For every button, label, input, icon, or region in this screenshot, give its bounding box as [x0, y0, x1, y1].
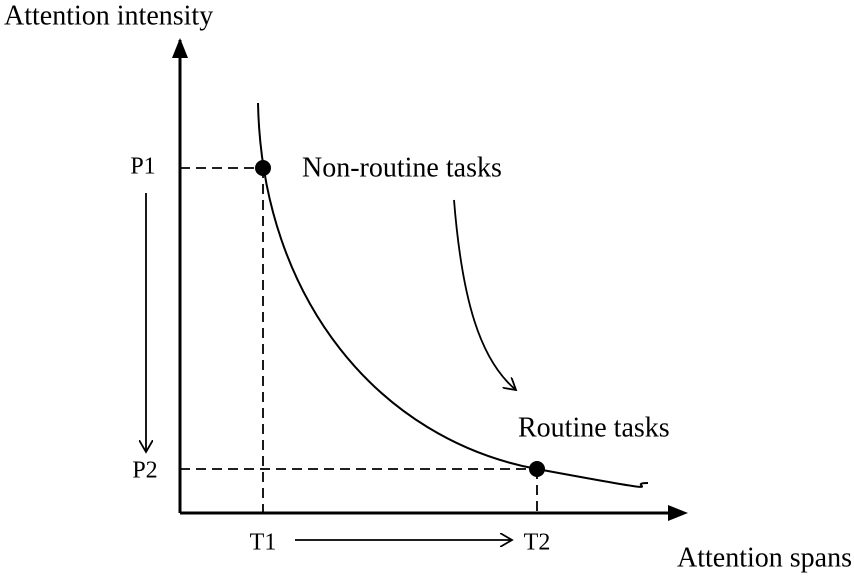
x-point-label: T1 — [250, 530, 277, 556]
annotation: Routine tasks — [518, 412, 670, 443]
annotation: Non-routine tasks — [302, 152, 502, 183]
curved-arrow — [453, 199, 516, 390]
y-point-label: P1 — [130, 154, 155, 180]
point — [529, 461, 545, 477]
curve — [257, 102, 649, 488]
x-axis-arrow — [668, 505, 688, 521]
x-axis-label: Attention spans — [677, 542, 852, 573]
y-axis-label: Attention intensity — [4, 0, 213, 31]
y-point-label: P2 — [132, 458, 157, 484]
x-point-label: T2 — [524, 530, 551, 556]
point — [255, 160, 271, 176]
y-axis-arrow — [172, 38, 188, 58]
